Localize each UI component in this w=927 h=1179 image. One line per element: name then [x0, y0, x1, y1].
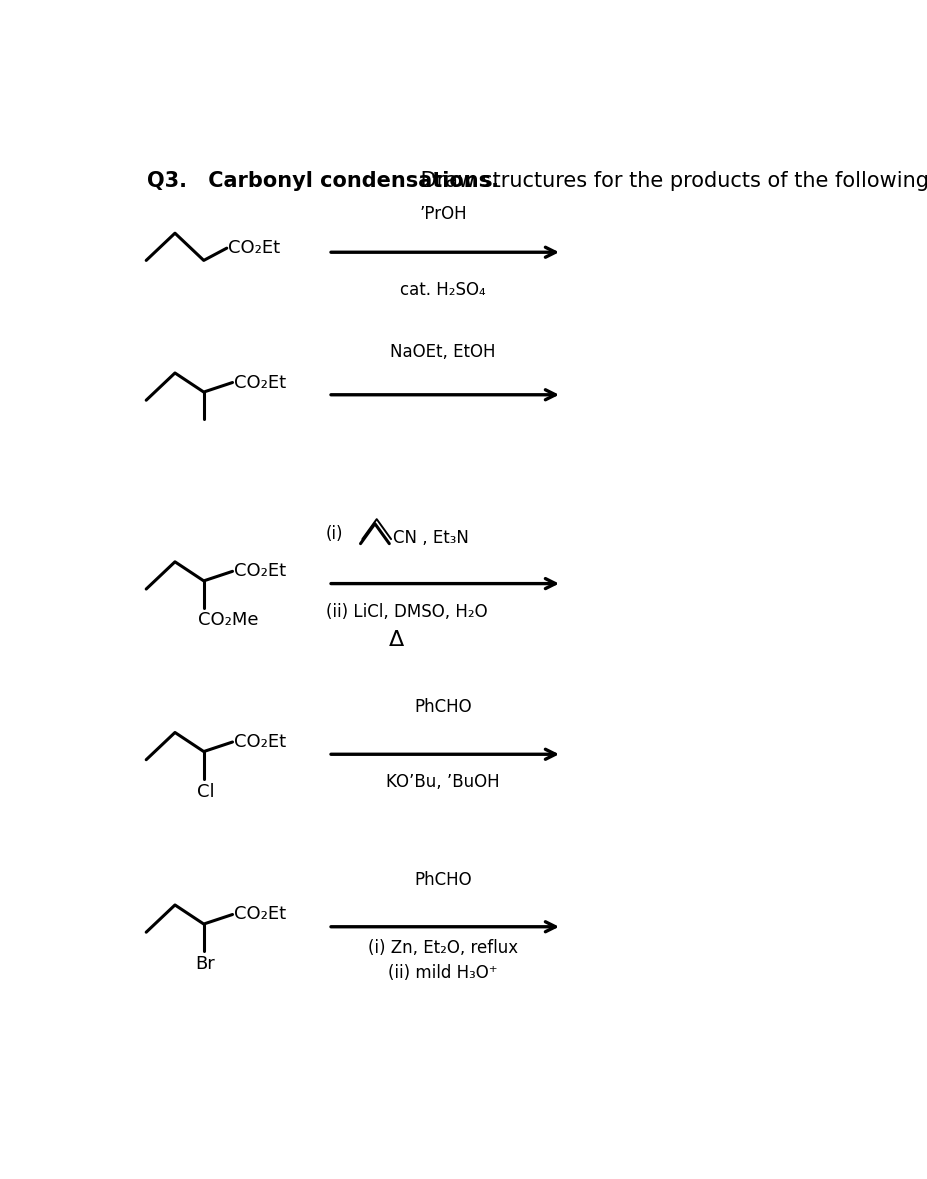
Text: Draw structures for the products of the following reactions.: Draw structures for the products of the …: [414, 171, 927, 191]
Text: CO₂Et: CO₂Et: [234, 374, 286, 391]
Text: (ii) mild H₃O⁺: (ii) mild H₃O⁺: [388, 964, 498, 982]
Text: KOʼBu, ʼBuOH: KOʼBu, ʼBuOH: [386, 773, 500, 791]
Text: CO₂Et: CO₂Et: [234, 733, 286, 751]
Text: NaOEt, EtOH: NaOEt, EtOH: [390, 343, 495, 361]
Text: Q3.: Q3.: [146, 171, 186, 191]
Text: CO₂Et: CO₂Et: [228, 239, 280, 257]
Text: PhCHO: PhCHO: [414, 698, 472, 716]
Text: Carbonyl condensations.: Carbonyl condensations.: [200, 171, 499, 191]
Text: Cl: Cl: [197, 783, 214, 801]
Text: CO₂Et: CO₂Et: [234, 905, 286, 923]
Text: CO₂Me: CO₂Me: [197, 611, 259, 628]
Text: cat. H₂SO₄: cat. H₂SO₄: [400, 282, 486, 299]
Text: (i): (i): [325, 525, 343, 542]
Text: ʼPrOH: ʼPrOH: [419, 205, 466, 223]
Text: Δ: Δ: [388, 630, 403, 650]
Text: CO₂Et: CO₂Et: [234, 562, 286, 580]
Text: PhCHO: PhCHO: [414, 870, 472, 889]
Text: (i) Zn, Et₂O, reflux: (i) Zn, Et₂O, reflux: [368, 938, 518, 956]
Text: CN , Et₃N: CN , Et₃N: [392, 528, 468, 547]
Text: (ii) LiCl, DMSO, H₂O: (ii) LiCl, DMSO, H₂O: [325, 602, 487, 620]
Text: Br: Br: [196, 955, 215, 974]
